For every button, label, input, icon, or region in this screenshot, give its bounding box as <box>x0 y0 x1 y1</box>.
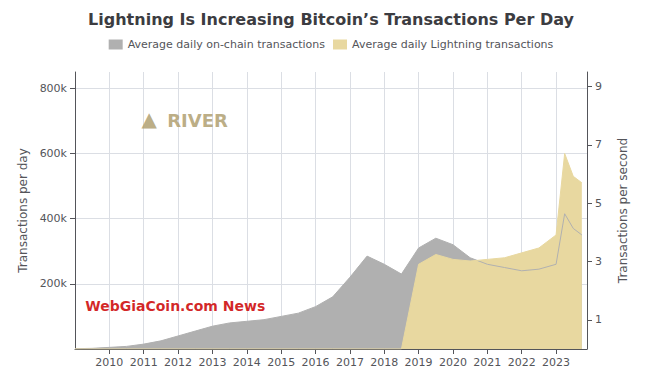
svg-text:7: 7 <box>595 138 602 151</box>
svg-text:Transactions per day: Transactions per day <box>16 148 30 274</box>
svg-text:WebGiaCoin.com News: WebGiaCoin.com News <box>85 298 265 314</box>
svg-text:2022: 2022 <box>508 356 536 369</box>
svg-text:2013: 2013 <box>198 356 226 369</box>
svg-text:2023: 2023 <box>542 356 570 369</box>
svg-text:2019: 2019 <box>405 356 433 369</box>
svg-text:1: 1 <box>595 313 602 326</box>
svg-text:400k: 400k <box>40 212 68 225</box>
svg-text:RIVER: RIVER <box>167 110 228 131</box>
svg-text:2021: 2021 <box>473 356 501 369</box>
svg-text:Average daily Lightning transa: Average daily Lightning transactions <box>352 38 554 51</box>
svg-text:2015: 2015 <box>267 356 295 369</box>
svg-text:2010: 2010 <box>95 356 123 369</box>
svg-text:2014: 2014 <box>233 356 261 369</box>
svg-text:800k: 800k <box>40 82 68 95</box>
svg-text:3: 3 <box>595 255 602 268</box>
svg-text:2011: 2011 <box>130 356 158 369</box>
svg-text:▲: ▲ <box>142 107 158 131</box>
svg-text:Average daily on-chain transac: Average daily on-chain transactions <box>128 38 326 51</box>
svg-text:9: 9 <box>595 80 602 93</box>
svg-text:Lightning Is Increasing Bitcoi: Lightning Is Increasing Bitcoin’s Transa… <box>88 10 574 29</box>
svg-text:2018: 2018 <box>370 356 398 369</box>
svg-text:200k: 200k <box>40 277 68 290</box>
svg-text:2017: 2017 <box>336 356 364 369</box>
svg-text:2020: 2020 <box>439 356 467 369</box>
svg-text:600k: 600k <box>40 147 68 160</box>
svg-text:Transactions per second: Transactions per second <box>616 138 630 284</box>
svg-text:5: 5 <box>595 197 602 210</box>
svg-text:2012: 2012 <box>164 356 192 369</box>
svg-text:2016: 2016 <box>302 356 330 369</box>
